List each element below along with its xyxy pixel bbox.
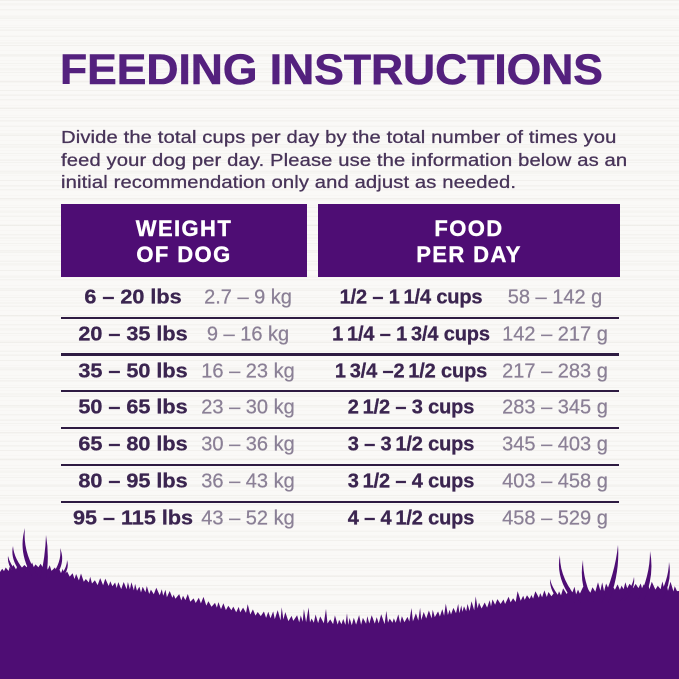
cell-weight-kg: 30 – 36 kg — [201, 433, 295, 456]
row-divider — [61, 390, 619, 393]
intro-paragraph: Divide the total cups per day by the tot… — [61, 126, 627, 194]
table-row: 80 – 95 lbs 36 – 43 kg 3 1/2 – 4 cups 40… — [61, 463, 619, 500]
header-line: OF DOG — [136, 242, 232, 267]
cell-food-cups: 1 3/4 –2 1/2 cups — [334, 360, 488, 382]
cell-food-grams: 345 – 403 g — [502, 433, 608, 456]
table-row: 65 – 80 lbs 30 – 36 kg 3 – 3 1/2 cups 34… — [61, 427, 619, 464]
cell-food-grams: 403 – 458 g — [502, 470, 608, 493]
cell-food-cups: 3 1/2 – 4 cups — [347, 470, 475, 493]
table-row: 6 – 20 lbs 2.7 – 9 kg 1/2 – 1 1/4 cups 5… — [61, 279, 619, 316]
cell-food-grams: 142 – 217 g — [502, 323, 608, 346]
table-row: 20 – 35 lbs 9 – 16 kg 1 1/4 – 1 3/4 cups… — [61, 316, 619, 353]
cell-weight-lbs: 50 – 65 lbs — [77, 396, 188, 419]
cell-food-cups: 1/2 – 1 1/4 cups — [339, 286, 483, 309]
header-line: WEIGHT — [135, 216, 233, 241]
cell-food-grams: 458 – 529 g — [502, 507, 608, 530]
cell-weight-kg: 23 – 30 kg — [201, 396, 295, 419]
cell-weight-lbs: 6 – 20 lbs — [83, 286, 182, 309]
row-divider — [61, 427, 619, 430]
table-header-food-per-day: FOOD PER DAY — [318, 204, 620, 277]
cell-weight-lbs: 80 – 95 lbs — [77, 470, 188, 493]
intro-line: feed your dog per day. Please use the in… — [61, 149, 628, 170]
table-row: 35 – 50 lbs 16 – 23 kg 1 3/4 –2 1/2 cups… — [61, 353, 619, 390]
row-divider — [61, 463, 619, 466]
cell-weight-kg: 43 – 52 kg — [201, 507, 295, 530]
cell-food-cups: 1 1/4 – 1 3/4 cups — [332, 323, 490, 346]
cell-weight-kg: 16 – 23 kg — [201, 360, 295, 382]
page-title: FEEDING INSTRUCTIONS — [60, 46, 604, 95]
row-divider — [61, 500, 619, 503]
cell-weight-lbs: 35 – 50 lbs — [77, 360, 188, 382]
table-row: 95 – 115 lbs 43 – 52 kg 4 – 4 1/2 cups 4… — [61, 500, 619, 537]
cell-food-grams: 283 – 345 g — [502, 396, 608, 419]
row-divider — [61, 353, 619, 356]
header-line: PER DAY — [416, 242, 522, 267]
intro-line: Divide the total cups per day by the tot… — [61, 127, 617, 147]
cell-food-cups: 4 – 4 1/2 cups — [347, 507, 475, 530]
cell-food-cups: 2 1/2 – 3 cups — [347, 396, 475, 419]
cell-weight-kg: 2.7 – 9 kg — [204, 286, 292, 309]
cell-food-cups: 3 – 3 1/2 cups — [347, 433, 475, 456]
cell-weight-kg: 36 – 43 kg — [201, 470, 295, 493]
cell-weight-kg: 9 – 16 kg — [206, 323, 290, 346]
table-row: 50 – 65 lbs 23 – 30 kg 2 1/2 – 3 cups 28… — [61, 390, 619, 427]
row-divider — [61, 316, 619, 319]
cell-weight-lbs: 65 – 80 lbs — [77, 433, 188, 456]
cell-food-grams: 58 – 142 g — [507, 286, 603, 309]
intro-line: initial recommendation only and adjust a… — [61, 172, 517, 193]
table-header-weight-of-dog: WEIGHT OF DOG — [61, 204, 307, 277]
cell-weight-lbs: 20 – 35 lbs — [77, 323, 188, 346]
cell-weight-lbs: 95 – 115 lbs — [72, 507, 193, 530]
header-line: FOOD — [434, 216, 504, 241]
cell-food-grams: 217 – 283 g — [502, 360, 608, 382]
